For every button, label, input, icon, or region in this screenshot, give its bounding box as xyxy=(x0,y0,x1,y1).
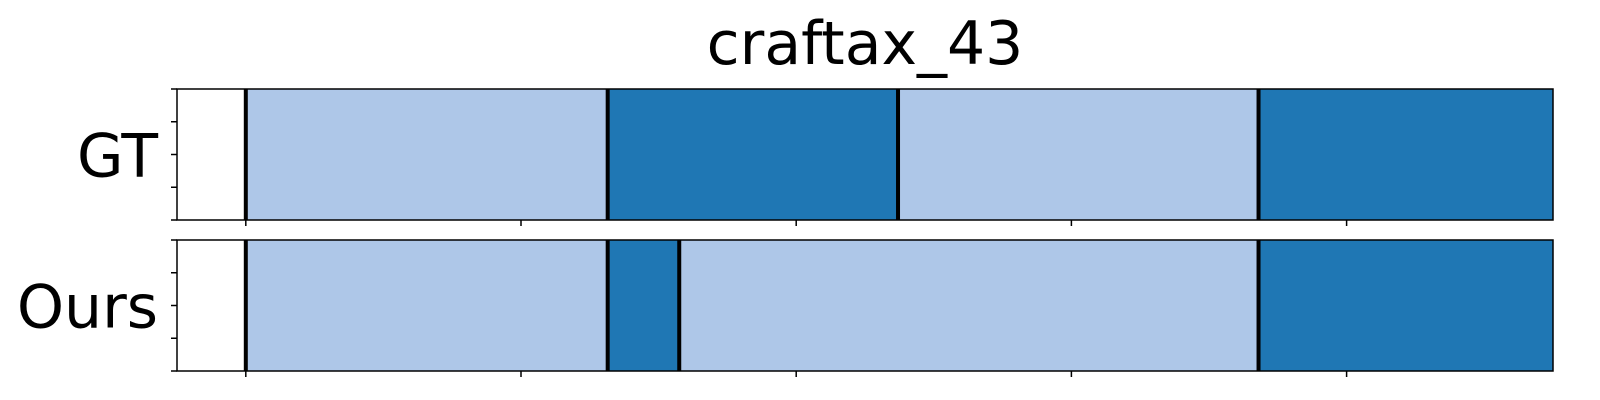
segment-gt-4 xyxy=(1258,89,1553,220)
segment-ours-1 xyxy=(245,240,608,371)
segment-ours-4 xyxy=(1258,240,1553,371)
segment-ours-2 xyxy=(607,240,680,371)
segment-gt-1 xyxy=(245,89,608,220)
panel-ours: Ours xyxy=(17,239,1554,377)
panels: GT Ours xyxy=(17,88,1554,377)
row-label-gt: GT xyxy=(77,122,158,192)
chart-title: craftax_43 xyxy=(707,9,1024,79)
segment-ours-3 xyxy=(679,240,1259,371)
row-label-ours: Ours xyxy=(17,273,158,343)
panel-gt: GT xyxy=(77,88,1554,226)
segment-gt-2 xyxy=(607,89,899,220)
segment-gt-3 xyxy=(898,89,1259,220)
